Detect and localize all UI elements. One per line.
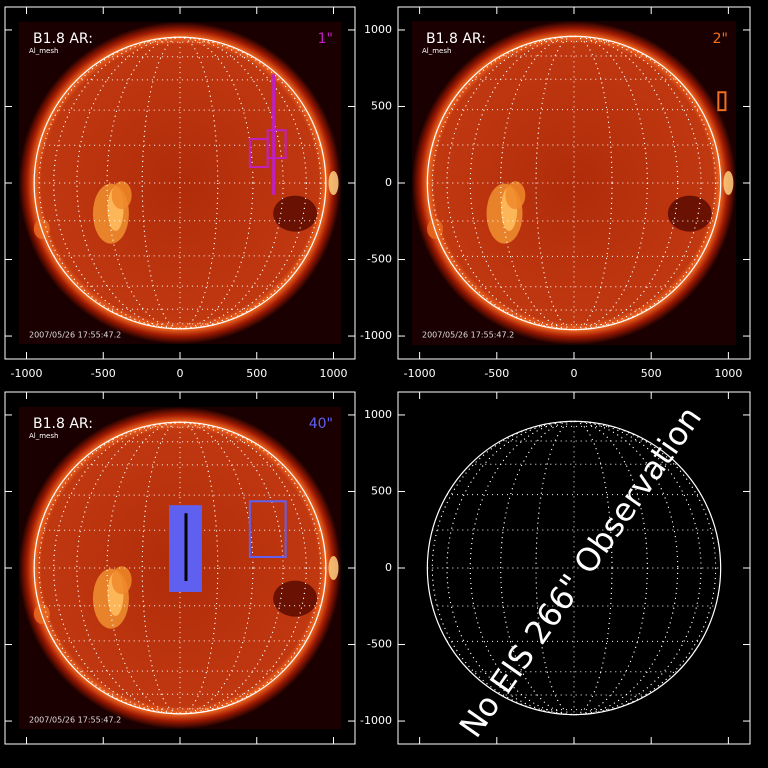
longitude-line (53, 421, 307, 715)
x-tick-label: 500 (641, 367, 662, 380)
slit-label: 2" (713, 31, 728, 47)
annotation: No EIS 266" Observation (452, 399, 709, 744)
longitude-line (469, 35, 679, 331)
target-label: B1.8 AR: (33, 31, 93, 47)
raster-box (248, 500, 287, 558)
longitude-line (535, 35, 613, 331)
date-label: 2007/05/26 17:55:47.2 (29, 331, 121, 340)
y-tick-label: -500 (367, 638, 392, 651)
longitude-line (53, 36, 307, 330)
y-tick-label: 500 (371, 484, 392, 497)
x-tick-label: 1000 (320, 367, 348, 380)
active-region (328, 171, 339, 195)
longitude-line (469, 420, 679, 716)
panel: -1000 -500 0 500 1000 No EIS 266" Observation (360, 391, 751, 745)
y-tick-label: -1000 (360, 714, 392, 727)
active-region (505, 181, 526, 210)
longitude-line (500, 35, 648, 331)
x-tick-label: -500 (484, 367, 509, 380)
longitude-line (431, 420, 717, 716)
x-tick-label: -1000 (404, 367, 436, 380)
y-tick-label: -500 (367, 253, 392, 266)
panel: -1000 -500 0 500 1000 B1.8 AR:Al_mesh 2007/05/… (4, 6, 356, 380)
y-tick-label: -1000 (360, 329, 392, 342)
longitude-line (500, 420, 648, 716)
y-tick-label: 0 (385, 176, 392, 189)
x-tick-label: 1000 (714, 367, 742, 380)
x-tick-label: 0 (177, 367, 184, 380)
longitude-line (106, 36, 254, 330)
active-region (723, 171, 734, 195)
target-label: B1.8 AR: (426, 31, 486, 47)
active-region (111, 181, 132, 210)
raster-box (717, 91, 727, 112)
slit-label: 40" (309, 416, 333, 432)
solar-image (411, 20, 737, 346)
longitude-line (431, 35, 717, 331)
active-region (273, 580, 318, 617)
active-region (273, 195, 318, 232)
filter-label: Al_mesh (29, 47, 58, 55)
y-tick-label: 0 (385, 561, 392, 574)
raster-box (266, 129, 287, 160)
slit-label: 1" (318, 31, 333, 47)
y-tick-label: 1000 (364, 23, 392, 36)
y-tick-label: 1000 (364, 408, 392, 421)
x-tick-label: 500 (246, 367, 267, 380)
panel: -1000 -500 0 500 1000 -1000 -500 0 500 1000 B1.8 A… (360, 6, 751, 380)
active-region (328, 556, 339, 580)
x-tick-label: -500 (91, 367, 116, 380)
longitude-line (446, 420, 702, 716)
active-region (111, 566, 132, 595)
y-tick-label: 500 (371, 99, 392, 112)
filter-label: Al_mesh (29, 432, 58, 440)
date-label: 2007/05/26 17:55:47.2 (422, 331, 514, 340)
longitude-line (446, 35, 702, 331)
active-region (667, 195, 712, 232)
filter-label: Al_mesh (422, 47, 451, 55)
date-label: 2007/05/26 17:55:47.2 (29, 716, 121, 725)
panel: B1.8 AR:Al_mesh 2007/05/26 17:55:47.2 40" (4, 391, 356, 745)
target-label: B1.8 AR: (33, 416, 93, 432)
longitude-line (535, 420, 613, 716)
x-tick-label: -1000 (11, 367, 43, 380)
x-tick-label: 0 (571, 367, 578, 380)
longitude-line (106, 421, 254, 715)
